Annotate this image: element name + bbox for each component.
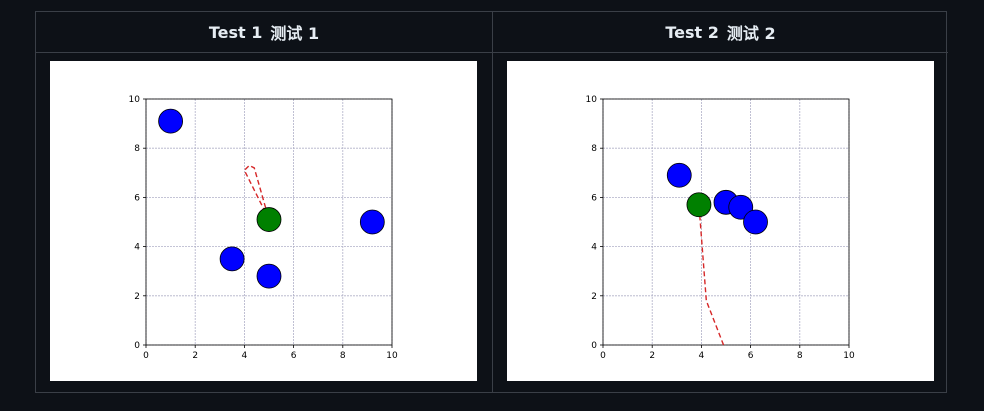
x-tick-label: 2 (192, 351, 198, 361)
trajectory-path (698, 204, 725, 346)
x-tick-label: 8 (340, 351, 346, 361)
x-tick-label: 4 (242, 351, 248, 361)
y-tick-label: 6 (134, 193, 140, 203)
test-1-title-cn: 测试 1 (270, 24, 320, 43)
x-tick-label: 8 (797, 351, 803, 361)
y-tick-label: 10 (129, 95, 141, 105)
x-tick-label: 4 (699, 351, 705, 361)
trajectory-path (243, 164, 270, 220)
test-2-column: Test 2 测试 2 0 2 4 6 8 10 0 2 4 6 8 10 (492, 12, 948, 392)
x-tick-label: 10 (386, 351, 398, 361)
y-tick-label: 8 (591, 144, 597, 154)
x-tick-label: 10 (843, 351, 855, 361)
test-1-column: Test 1 测试 1 0 2 4 6 8 10 0 2 4 6 8 10 (36, 12, 492, 392)
y-tick-label: 0 (591, 341, 597, 351)
obstacle-point (256, 263, 282, 289)
axes-frame (602, 98, 850, 346)
axes-frame (145, 98, 393, 346)
test-2-plot-panel: 0 2 4 6 8 10 0 2 4 6 8 10 (507, 61, 934, 381)
y-tick-label: 2 (591, 292, 597, 302)
agent-point (686, 192, 712, 218)
y-tick-label: 0 (134, 341, 140, 351)
agent-point (256, 207, 282, 232)
test-1-chart: 0 2 4 6 8 10 0 2 4 6 8 10 (129, 95, 398, 361)
test-2-chart: 0 2 4 6 8 10 0 2 4 6 8 10 (586, 95, 855, 361)
y-tick-label: 10 (586, 95, 598, 105)
x-tick-label: 2 (649, 351, 655, 361)
results-table: Test 1 测试 1 0 2 4 6 8 10 0 2 4 6 8 10 Test 2 测试 2 0… (35, 11, 948, 393)
x-tick-label: 0 (143, 351, 149, 361)
y-tick-label: 4 (134, 243, 140, 253)
y-tick-label: 8 (134, 144, 140, 154)
test-2-header: Test 2 测试 2 (493, 12, 948, 53)
y-tick-label: 4 (591, 243, 597, 253)
obstacle-point (666, 162, 692, 188)
test-1-header: Test 1 测试 1 (36, 12, 492, 53)
test-2-title: Test 2 (665, 22, 719, 42)
y-tick-label: 6 (591, 193, 597, 203)
x-tick-label: 6 (748, 351, 754, 361)
y-tick-label: 2 (134, 292, 140, 302)
x-tick-label: 6 (291, 351, 297, 361)
obstacle-point (219, 246, 245, 272)
obstacle-point (743, 209, 768, 235)
test-1-plot-panel: 0 2 4 6 8 10 0 2 4 6 8 10 (50, 61, 477, 381)
x-tick-label: 0 (600, 351, 606, 361)
test-1-title: Test 1 (208, 22, 263, 42)
obstacle-point (158, 108, 183, 134)
test-2-title-cn: 测试 2 (726, 24, 776, 43)
obstacle-point (359, 209, 385, 235)
